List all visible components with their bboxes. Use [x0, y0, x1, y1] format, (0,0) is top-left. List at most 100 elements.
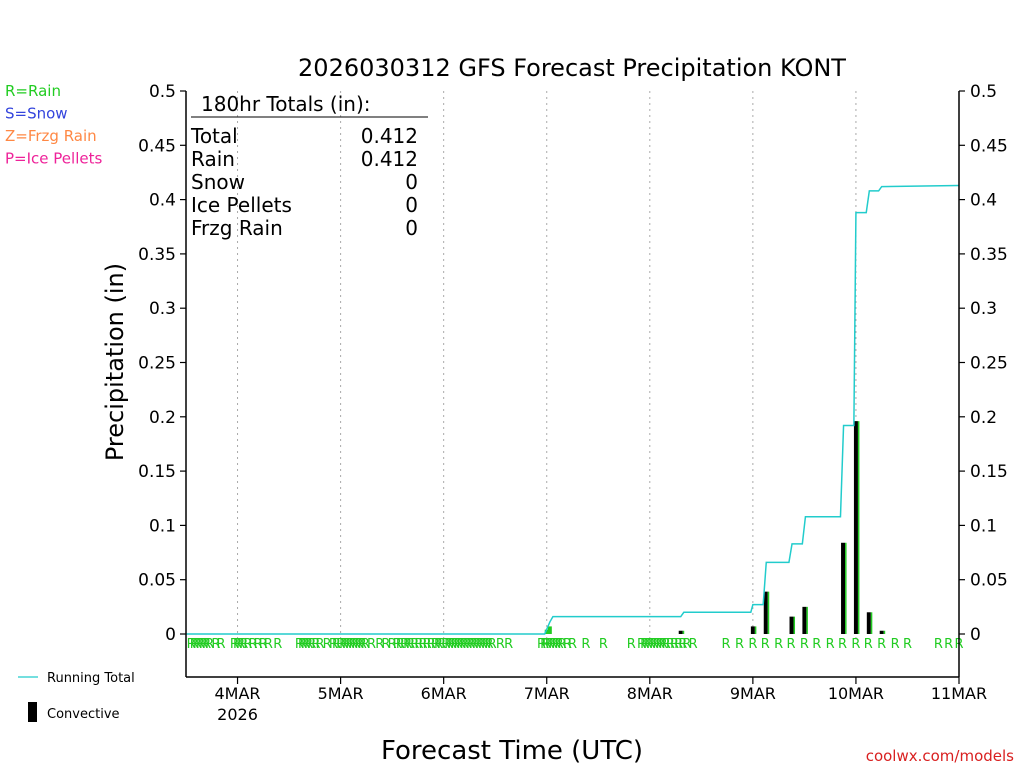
- ptype-marker-68: R: [481, 637, 490, 652]
- ptype-marker-18: R: [273, 637, 282, 652]
- ytick-label-right-4: 0.2: [970, 408, 997, 428]
- ptype-marker-57: R: [447, 637, 456, 652]
- totals-label-2: Snow: [191, 170, 245, 194]
- ptype-marker-73: R: [537, 637, 546, 652]
- ptype-marker-30: R: [339, 637, 348, 652]
- ptype-marker-115: R: [903, 637, 912, 652]
- ptype-marker-77: R: [548, 637, 557, 652]
- ptype-marker-29: R: [336, 637, 345, 652]
- legend-ptype-0: R=Rain: [5, 82, 61, 100]
- precip-bar-edge-10: [883, 630, 886, 634]
- ytick-label-left-1: 0.05: [138, 571, 176, 591]
- ytick-label-right-3: 0.15: [970, 462, 1008, 482]
- ptype-marker-33: R: [348, 637, 357, 652]
- ptype-marker-91: R: [652, 637, 661, 652]
- ptype-marker-43: R: [396, 637, 405, 652]
- ptype-marker-20: R: [298, 637, 307, 652]
- ptype-marker-63: R: [466, 637, 475, 652]
- ytick-label-left-5: 0.25: [138, 354, 176, 374]
- precip-bar-fill-7: [841, 542, 846, 634]
- totals-label-4: Frzg Rain: [191, 216, 283, 240]
- y-axis-label: Precipitation (in): [101, 263, 129, 461]
- ptype-marker-112: R: [864, 637, 873, 652]
- ptype-marker-82: R: [568, 637, 577, 652]
- running-total-line: [186, 184, 960, 635]
- ytick-label-left-4: 0.2: [149, 408, 176, 428]
- precip-bar-edge-8: [857, 421, 860, 634]
- ptype-marker-109: R: [826, 637, 835, 652]
- xtick-label-7: 11MAR: [931, 684, 987, 703]
- xtick-label-0: 4MAR: [215, 684, 261, 703]
- ptype-marker-100: R: [689, 637, 698, 652]
- legend-convective: Convective: [28, 702, 120, 722]
- ptype-marker-114: R: [891, 637, 900, 652]
- ptype-marker-4: R: [199, 637, 208, 652]
- ytick-label-left-0: 0: [165, 625, 176, 645]
- ptype-marker-15: R: [254, 637, 263, 652]
- legend-running-total: Running Total: [18, 671, 135, 686]
- ptype-marker-59: R: [454, 637, 463, 652]
- ytick-label-right-6: 0.3: [970, 299, 997, 319]
- ytick-label-right-5: 0.25: [970, 354, 1008, 374]
- ptype-marker-24: R: [311, 637, 320, 652]
- ptype-marker-47: R: [410, 637, 419, 652]
- ptype-marker-111: R: [851, 637, 860, 652]
- precip-bar-fill-9: [866, 612, 871, 634]
- ptype-marker-92: R: [656, 637, 665, 652]
- precip-bar-4: [763, 591, 770, 634]
- ytick-label-right-0: 0: [970, 625, 981, 645]
- precip-bar-edge-3: [754, 626, 757, 634]
- precip-bar-10: [879, 630, 886, 634]
- xtick-label-2: 6MAR: [421, 684, 467, 703]
- ytick-label-right-8: 0.4: [970, 191, 997, 211]
- ytick-label-left-6: 0.3: [149, 299, 176, 319]
- precip-bar-edge-7: [845, 542, 847, 634]
- totals-label-3: Ice Pellets: [191, 193, 292, 217]
- xtick-label-6: 10MAR: [828, 684, 884, 703]
- ptype-marker-32: R: [345, 637, 354, 652]
- precip-bar-8: [853, 421, 860, 634]
- precip-bar-0: [544, 629, 549, 634]
- ptype-marker-9: R: [230, 637, 239, 652]
- ptype-marker-69: R: [484, 637, 493, 652]
- ptype-marker-79: R: [555, 637, 564, 652]
- ptype-marker-41: R: [388, 637, 397, 652]
- ptype-marker-93: R: [659, 637, 668, 652]
- ptype-marker-34: R: [352, 637, 361, 652]
- running-total-legend-label: Running Total: [47, 671, 135, 686]
- precip-bar-fill-10: [879, 630, 884, 634]
- ptype-marker-65: R: [472, 637, 481, 652]
- ptype-marker-113: R: [877, 637, 886, 652]
- xtick-label-5: 9MAR: [730, 684, 776, 703]
- ytick-label-left-2: 0.1: [149, 516, 176, 536]
- ptype-marker-117: R: [944, 637, 953, 652]
- xtick-label-4: 8MAR: [627, 684, 673, 703]
- ptype-marker-83: R: [581, 637, 590, 652]
- ptype-marker-52: R: [431, 637, 440, 652]
- totals-value-1: 0.412: [361, 147, 418, 171]
- ptype-marker-53: R: [434, 637, 443, 652]
- ptype-marker-62: R: [463, 637, 472, 652]
- ptype-marker-86: R: [637, 637, 646, 652]
- ptype-marker-60: R: [457, 637, 466, 652]
- ptype-marker-5: R: [202, 637, 211, 652]
- ptype-marker-8: R: [217, 637, 226, 652]
- ptype-marker-55: R: [441, 637, 450, 652]
- totals-value-4: 0: [405, 216, 418, 240]
- precip-bar-edge-4: [767, 591, 770, 634]
- ptype-marker-72: R: [504, 637, 513, 652]
- precip-bar-3: [750, 626, 757, 634]
- ptype-marker-71: R: [496, 637, 505, 652]
- precip-bar-edge-2: [682, 630, 685, 634]
- precip-bar-9: [866, 612, 873, 634]
- ytick-label-right-2: 0.1: [970, 516, 997, 536]
- ptype-marker-0: R: [187, 637, 196, 652]
- ptype-marker-58: R: [450, 637, 459, 652]
- ptype-marker-31: R: [342, 637, 351, 652]
- ytick-label-right-10: 0.5: [970, 82, 997, 102]
- ptype-marker-3: R: [196, 637, 205, 652]
- ptype-marker-16: R: [259, 637, 268, 652]
- ytick-label-right-1: 0.05: [970, 571, 1008, 591]
- ptype-marker-13: R: [243, 637, 252, 652]
- ptype-legend: R=Rain S=Snow Z=Frzg Rain P=Ice Pellets: [5, 82, 102, 168]
